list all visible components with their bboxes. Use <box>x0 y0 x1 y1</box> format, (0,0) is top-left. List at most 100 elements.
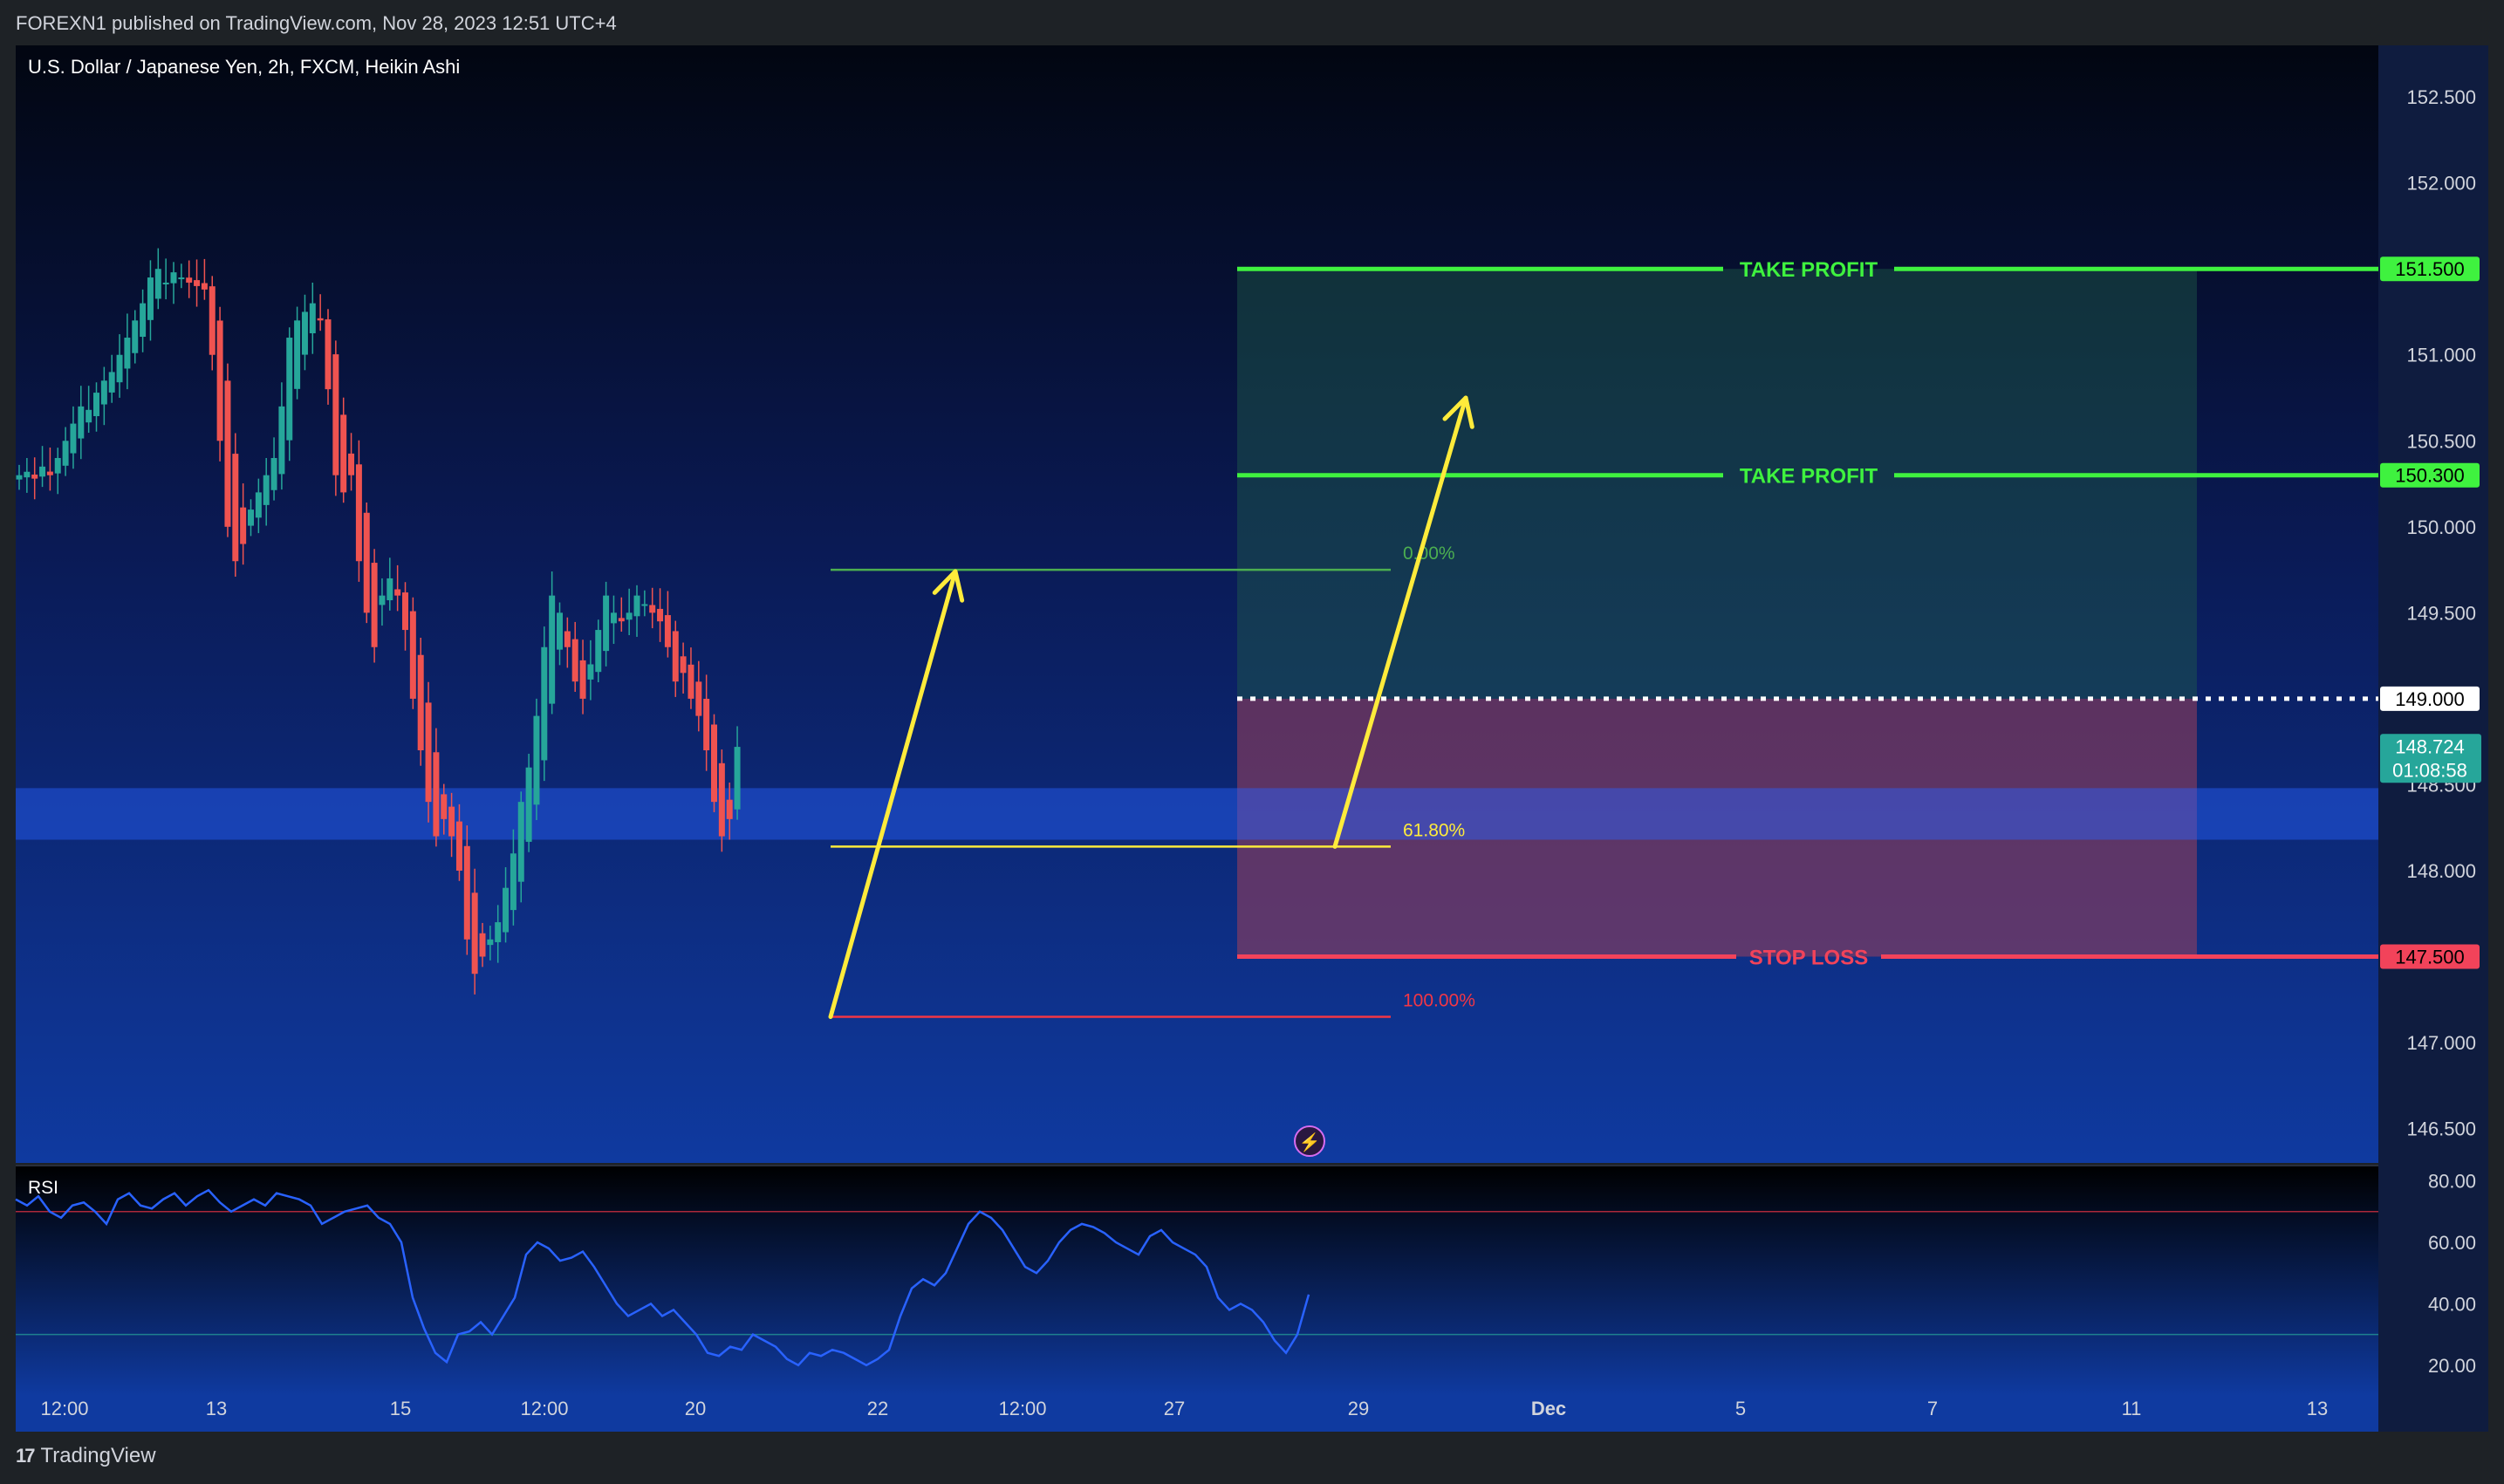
candle <box>309 282 316 354</box>
candle-body <box>394 589 401 596</box>
candle-body <box>734 747 741 810</box>
candle-body <box>448 806 455 837</box>
candle <box>294 306 301 400</box>
candle-body <box>409 611 416 699</box>
candle-body <box>46 471 53 475</box>
candle <box>533 698 540 821</box>
candle <box>657 588 664 642</box>
price-tick-label: 152.500 <box>2406 86 2476 108</box>
stop-loss-price-tag <box>2380 944 2480 969</box>
candle <box>603 581 610 667</box>
candle <box>680 642 687 694</box>
candle <box>479 922 486 968</box>
candle <box>448 792 455 858</box>
candle <box>108 354 115 403</box>
candle <box>379 578 386 626</box>
candle-body <box>463 845 470 940</box>
candle-body <box>503 887 510 933</box>
candle <box>549 571 556 715</box>
candle <box>471 868 478 995</box>
candle <box>618 597 625 633</box>
candle-body <box>664 615 671 647</box>
tradingview-logo[interactable]: 17 TradingView <box>16 1444 156 1468</box>
rsi-tick-label: 60.00 <box>2428 1232 2476 1254</box>
candle <box>301 294 308 371</box>
candle <box>711 714 717 812</box>
candle <box>541 626 548 782</box>
candle-body <box>355 464 362 562</box>
current-price-label: 148.724 <box>2395 735 2465 757</box>
time-tick-label: 12:00 <box>998 1398 1046 1419</box>
chart-canvas[interactable]: U.S. Dollar / Japanese Yen, 2h, FXCM, He… <box>0 0 2504 1432</box>
candle-body <box>54 457 61 474</box>
candle-body <box>78 406 85 439</box>
candle <box>695 660 702 732</box>
candle-body <box>564 631 571 647</box>
candle <box>263 457 270 526</box>
candle-body <box>301 311 308 355</box>
countdown-label: 01:08:58 <box>2392 759 2467 781</box>
candle <box>154 248 161 310</box>
candle <box>232 433 239 577</box>
candle-body <box>479 933 486 957</box>
candle-body <box>108 372 115 393</box>
entry-price-tag-label: 149.000 <box>2395 688 2465 710</box>
time-tick-label: 13 <box>2307 1398 2328 1419</box>
candle <box>433 728 440 847</box>
candle <box>455 804 462 881</box>
candle-body <box>263 475 270 505</box>
candle <box>216 306 223 462</box>
candle <box>718 749 725 852</box>
candle <box>201 258 208 300</box>
candle-body <box>147 277 154 320</box>
candle-body <box>270 457 277 490</box>
candle-body <box>62 441 69 466</box>
price-tick-label: 150.500 <box>2406 430 2476 452</box>
take-profit-price-tag <box>2380 462 2480 488</box>
candle <box>517 791 524 903</box>
candle <box>587 639 594 701</box>
current-price-tag <box>2380 734 2481 783</box>
rsi-tick-label: 20.00 <box>2428 1355 2476 1377</box>
candle <box>503 867 510 943</box>
candle-body <box>541 646 548 761</box>
candle-body <box>649 605 656 613</box>
candle <box>162 258 169 300</box>
candle-body <box>178 277 185 280</box>
candle <box>116 334 123 398</box>
candle <box>332 340 339 496</box>
time-tick-label: 22 <box>867 1398 888 1419</box>
candle-body <box>116 354 123 383</box>
candle <box>672 620 679 697</box>
candle <box>240 483 247 565</box>
candle <box>487 926 494 961</box>
candle <box>325 309 332 405</box>
candle-body <box>317 318 324 321</box>
candle <box>641 590 648 617</box>
candle <box>734 726 741 820</box>
take-profit-label: TAKE PROFIT <box>1740 258 1878 282</box>
tradingview-logo-text: TradingView <box>40 1444 156 1467</box>
time-tick-label: 13 <box>206 1398 227 1419</box>
candle <box>371 549 378 663</box>
rsi-title: RSI <box>28 1178 58 1198</box>
candle <box>170 262 177 304</box>
candle-body <box>487 939 494 946</box>
candle <box>610 595 617 645</box>
candle <box>409 597 416 709</box>
rsi-pane-background <box>16 1166 2378 1396</box>
candle-body <box>425 702 432 803</box>
candle <box>224 363 231 537</box>
candle-body <box>525 767 532 842</box>
candle <box>510 829 517 926</box>
candle <box>348 433 355 491</box>
footer-bar: 17 TradingView <box>0 1432 2504 1484</box>
candle <box>571 621 578 693</box>
candle-body <box>154 269 161 299</box>
candle-body <box>718 763 725 837</box>
time-tick-label: 15 <box>390 1398 411 1419</box>
candle-body <box>633 595 640 617</box>
candle-body <box>232 454 239 562</box>
candle <box>525 753 532 852</box>
time-tick-label: 27 <box>1164 1398 1185 1419</box>
